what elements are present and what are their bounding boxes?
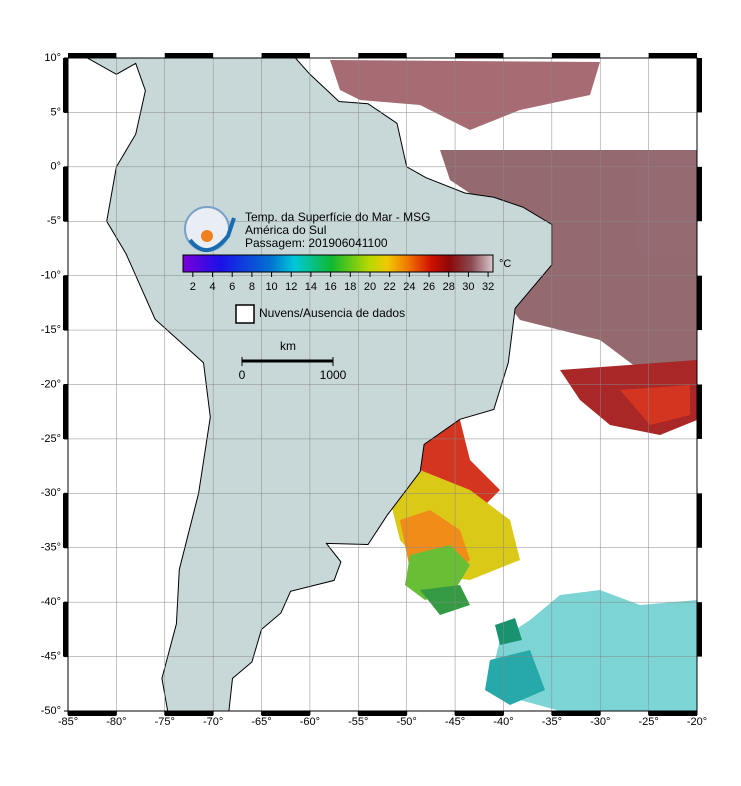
colorbar-tick-label: 24 xyxy=(403,281,415,293)
y-tick-label: 0° xyxy=(50,161,61,173)
border-segment xyxy=(63,166,68,222)
colorbar-tick-label: 12 xyxy=(285,281,297,293)
border-segment xyxy=(648,711,697,716)
border-segment xyxy=(455,53,504,58)
colorbar-tick-label: 10 xyxy=(265,281,277,293)
colorbar-tick-label: 8 xyxy=(249,281,255,293)
border-segment xyxy=(63,275,68,331)
colorbar-tick-label: 2 xyxy=(190,281,196,293)
colorbar-tick-label: 20 xyxy=(364,281,376,293)
y-tick-label: -15° xyxy=(41,324,61,336)
border-segment xyxy=(261,53,310,58)
border-segment xyxy=(68,711,117,716)
border-segment xyxy=(648,53,697,58)
border-segment xyxy=(697,384,702,439)
y-tick-label: 10° xyxy=(44,52,61,64)
frame-border xyxy=(63,53,702,716)
y-tick-label: -5° xyxy=(47,215,61,227)
border-segment xyxy=(697,602,702,657)
title-line: Temp. da Superfície do Mar - MSG xyxy=(245,210,430,224)
colorbar-ticks: 2 4 6 8 10 12 14 16 18 20 22 24 26 28 30 32 xyxy=(190,272,494,293)
x-tick-label: -50° xyxy=(397,716,417,728)
y-tick-label: -50° xyxy=(41,705,61,717)
border-segment xyxy=(358,53,407,58)
title-line: Passagem: 201906041100 xyxy=(245,236,388,250)
colorbar-tick-label: 4 xyxy=(209,281,215,293)
border-segment xyxy=(358,711,407,716)
title-line: América do Sul xyxy=(245,223,326,237)
border-segment xyxy=(697,493,702,548)
border-segment xyxy=(551,53,601,58)
colorbar-tick-label: 32 xyxy=(482,281,494,293)
x-tick-label: -80° xyxy=(106,716,126,728)
x-tick-label: -35° xyxy=(542,716,562,728)
scale-label: 1000 xyxy=(320,368,347,382)
border-segment xyxy=(455,711,504,716)
colorbar-tick-label: 26 xyxy=(423,281,435,293)
scale-label: 0 xyxy=(239,368,246,382)
legend-swatch xyxy=(235,304,255,324)
legend-label: Nuvens/Ausencia de dados xyxy=(259,306,405,320)
y-tick-label: -35° xyxy=(41,542,61,554)
border-segment xyxy=(697,58,702,113)
x-tick-label: -65° xyxy=(251,716,271,728)
border-segment xyxy=(164,711,214,716)
border-segment xyxy=(63,58,68,113)
x-tick-label: -55° xyxy=(348,716,368,728)
x-tick-label: -60° xyxy=(300,716,320,728)
scale-unit: km xyxy=(280,339,296,353)
border-segment xyxy=(68,53,117,58)
x-tick-label: -75° xyxy=(155,716,175,728)
border-segment xyxy=(164,53,214,58)
border-segment xyxy=(63,602,68,657)
x-tick-label: -40° xyxy=(493,716,513,728)
logo xyxy=(184,206,236,252)
border-segment xyxy=(697,275,702,331)
y-tick-label: -30° xyxy=(41,487,61,499)
colorbar-tick-label: 28 xyxy=(443,281,455,293)
x-tick-label: -25° xyxy=(638,716,658,728)
border-segment xyxy=(63,384,68,439)
x-tick-label: -85° xyxy=(58,716,78,728)
y-tick-label: -25° xyxy=(41,433,61,445)
x-tick-label: -45° xyxy=(445,716,465,728)
y-tick-label: 5° xyxy=(50,106,61,118)
colorbar xyxy=(182,254,494,273)
border-segment xyxy=(551,711,601,716)
y-tick-label: -10° xyxy=(41,270,61,282)
colorbar-unit: °C xyxy=(499,258,511,270)
graticule xyxy=(68,58,697,711)
colorbar-tick-label: 16 xyxy=(324,281,336,293)
border-segment xyxy=(63,493,68,548)
axes: -85° -80° -75° -70° -65° -60° -55° -50° -45° -40°… xyxy=(41,52,707,728)
colorbar-tick-label: 22 xyxy=(384,281,396,293)
colorbar-tick-label: 14 xyxy=(305,281,317,293)
border-segment xyxy=(697,166,702,222)
y-tick-label: -45° xyxy=(41,650,61,662)
border-segment xyxy=(261,711,310,716)
colorbar-tick-label: 30 xyxy=(462,281,474,293)
scale-bar: 0 1000 xyxy=(239,357,347,382)
colorbar-tick-label: 18 xyxy=(344,281,356,293)
x-tick-label: -30° xyxy=(590,716,610,728)
colorbar-tick-label: 6 xyxy=(229,281,235,293)
x-tick-label: -70° xyxy=(203,716,223,728)
map-area xyxy=(68,58,697,711)
x-tick-label: -20° xyxy=(687,716,707,728)
y-tick-label: -20° xyxy=(41,378,61,390)
y-tick-label: -40° xyxy=(41,596,61,608)
